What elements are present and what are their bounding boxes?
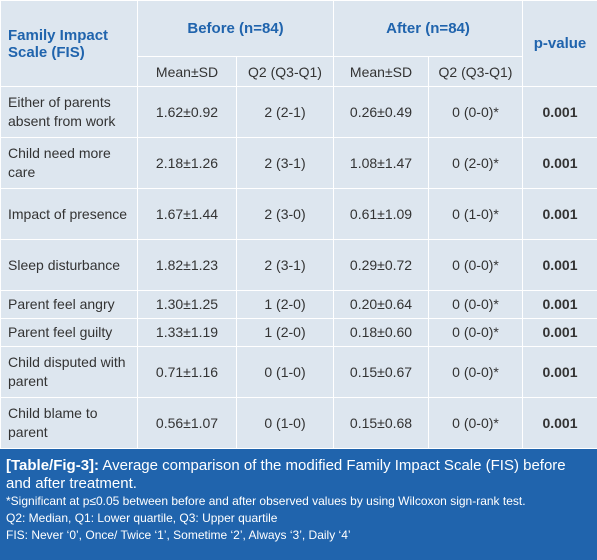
pvalue-header: p-value [523, 1, 597, 87]
cell: 0 (0-0)* [429, 291, 523, 319]
caption-note: *Significant at p≤0.05 between before an… [6, 493, 591, 510]
p-value: 0.001 [523, 398, 597, 449]
cell: 0 (1-0) [237, 398, 334, 449]
caption-main: [Table/Fig-3]: Average comparison of the… [6, 457, 591, 493]
subheader: Q2 (Q3-Q1) [237, 57, 334, 87]
cell: 0 (0-0)* [429, 347, 523, 398]
cell: 2 (2-1) [237, 87, 334, 138]
cell: 0.71±1.16 [138, 347, 237, 398]
row-label: Child need more care [1, 138, 138, 189]
cell: 2 (3-1) [237, 138, 334, 189]
fis-table: Family Impact Scale (FIS) Before (n=84) … [0, 0, 597, 449]
cell: 2 (3-0) [237, 189, 334, 240]
cell: 0.18±0.60 [334, 319, 429, 347]
p-value: 0.001 [523, 138, 597, 189]
group-header: Before (n=84) [138, 1, 334, 57]
cell: 1.62±0.92 [138, 87, 237, 138]
cell: 0 (1-0)* [429, 189, 523, 240]
cell: 0 (0-0)* [429, 398, 523, 449]
caption-label: [Table/Fig-3]: [6, 457, 99, 474]
subheader: Mean±SD [138, 57, 237, 87]
cell: 1.33±1.19 [138, 319, 237, 347]
group-header: After (n=84) [334, 1, 523, 57]
row-label: Either of parents absent from work [1, 87, 138, 138]
p-value: 0.001 [523, 240, 597, 291]
cell: 0 (0-0)* [429, 319, 523, 347]
cell: 1.67±1.44 [138, 189, 237, 240]
p-value: 0.001 [523, 347, 597, 398]
cell: 2.18±1.26 [138, 138, 237, 189]
cell: 1.30±1.25 [138, 291, 237, 319]
cell: 0 (0-0)* [429, 87, 523, 138]
row-label: Impact of presence [1, 189, 138, 240]
subheader: Mean±SD [334, 57, 429, 87]
cell: 0.29±0.72 [334, 240, 429, 291]
p-value: 0.001 [523, 189, 597, 240]
cell: 0 (2-0)* [429, 138, 523, 189]
row-label: Sleep disturbance [1, 240, 138, 291]
cell: 0.61±1.09 [334, 189, 429, 240]
cell: 1 (2-0) [237, 291, 334, 319]
header-title: Family Impact Scale (FIS) [1, 1, 138, 87]
cell: 0.15±0.68 [334, 398, 429, 449]
p-value: 0.001 [523, 87, 597, 138]
caption-note: FIS: Never ‘0’, Once/ Twice ‘1’, Sometim… [6, 527, 591, 544]
cell: 1.08±1.47 [334, 138, 429, 189]
caption-note: Q2: Median, Q1: Lower quartile, Q3: Uppe… [6, 510, 591, 527]
p-value: 0.001 [523, 291, 597, 319]
cell: 1.82±1.23 [138, 240, 237, 291]
cell: 0.15±0.67 [334, 347, 429, 398]
cell: 0.56±1.07 [138, 398, 237, 449]
caption-notes: *Significant at p≤0.05 between before an… [6, 493, 591, 544]
caption: [Table/Fig-3]: Average comparison of the… [0, 449, 597, 560]
cell: 0 (0-0)* [429, 240, 523, 291]
row-label: Parent feel angry [1, 291, 138, 319]
p-value: 0.001 [523, 319, 597, 347]
cell: 1 (2-0) [237, 319, 334, 347]
row-label: Parent feel guilty [1, 319, 138, 347]
cell: 2 (3-1) [237, 240, 334, 291]
row-label: Child blame to parent [1, 398, 138, 449]
cell: 0.26±0.49 [334, 87, 429, 138]
row-label: Child disputed with parent [1, 347, 138, 398]
subheader: Q2 (Q3-Q1) [429, 57, 523, 87]
cell: 0.20±0.64 [334, 291, 429, 319]
cell: 0 (1-0) [237, 347, 334, 398]
